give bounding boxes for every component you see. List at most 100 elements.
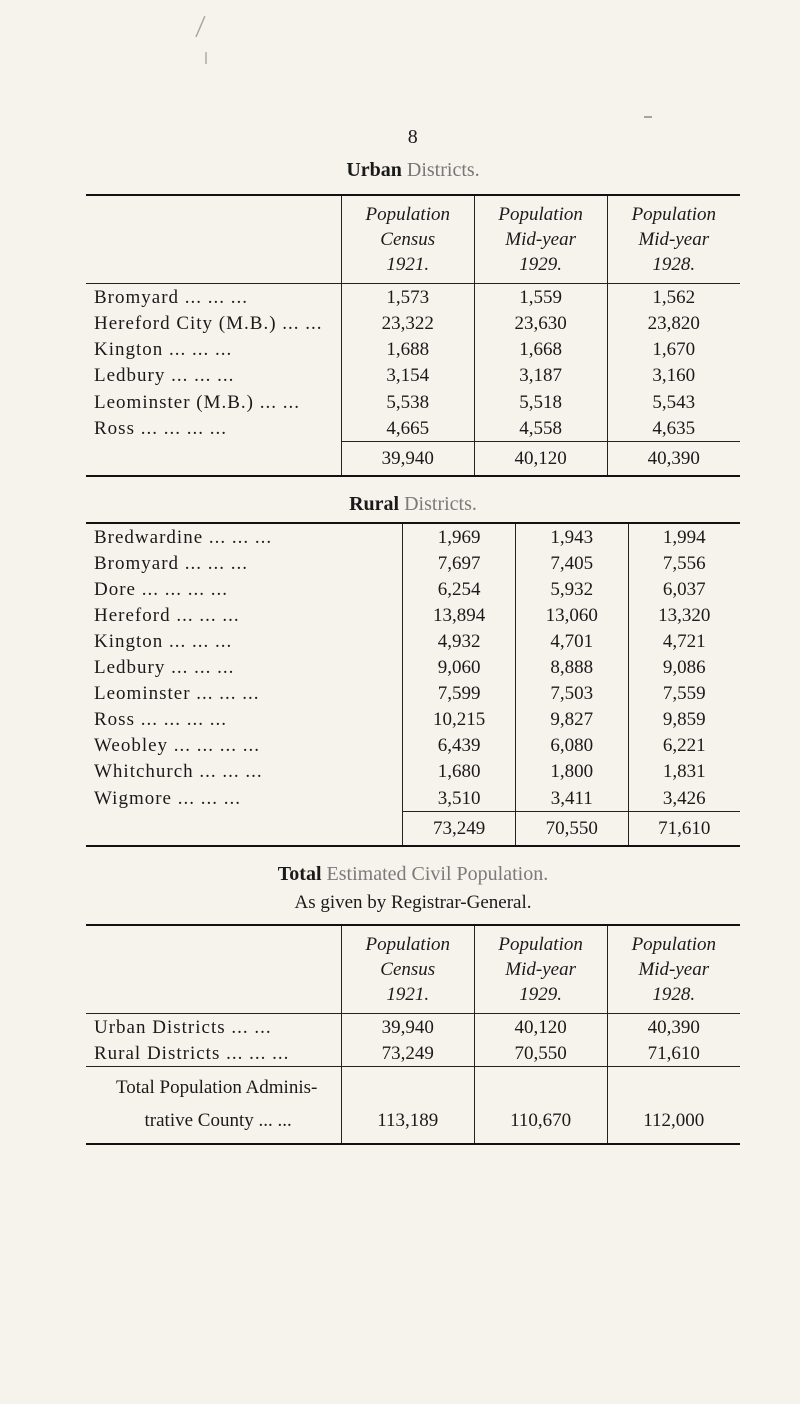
cell-census: 1,969: [403, 523, 516, 550]
summary-table: Population Census 1921. Population Mid-y…: [86, 924, 740, 1148]
header-line: Population: [366, 934, 450, 955]
cell-census: 6,439: [403, 732, 516, 758]
section-title-rural: Rural Districts.: [86, 493, 740, 516]
table-row: Wigmore ... ... ...3,5103,4113,426: [86, 785, 740, 812]
urban-header-my29: Population Mid-year 1929.: [474, 195, 607, 284]
section-title-total-tail: Estimated Civil Population.: [322, 863, 549, 885]
summary-header-census: Population Census 1921.: [341, 925, 474, 1014]
cell-my29: 7,503: [515, 680, 628, 706]
cell: [341, 1067, 474, 1105]
cell-my29: 23,630: [474, 310, 607, 336]
table-row: Ledbury ... ... ...9,0608,8889,086: [86, 654, 740, 680]
summary-header-my28: Population Mid-year 1928.: [607, 925, 740, 1014]
row-label: Bredwardine ... ... ...: [86, 523, 403, 550]
table-row: Hereford City (M.B.) ... ...23,32223,630…: [86, 310, 740, 336]
header-line: 1929.: [519, 984, 562, 1005]
summary-total-label1: Total Population Adminis-: [86, 1067, 341, 1105]
table-row: Hereford ... ... ...13,89413,06013,320: [86, 602, 740, 628]
row-label: Leominster (M.B.) ... ...: [86, 389, 341, 415]
cell-my29: 1,943: [515, 523, 628, 550]
cell-my28: 6,037: [628, 576, 740, 602]
row-label: Bromyard ... ... ...: [86, 284, 341, 311]
cell-my28: 3,160: [607, 362, 740, 388]
cell-my28: 1,670: [607, 336, 740, 362]
row-label: Weobley ... ... ... ...: [86, 732, 403, 758]
header-line: Census: [380, 959, 435, 980]
section-title-total-lead: Total: [278, 863, 322, 885]
cell: [607, 1067, 740, 1105]
urban-header-blank: [86, 195, 341, 284]
row-label: Hereford ... ... ...: [86, 602, 403, 628]
header-line: Population: [498, 934, 582, 955]
header-line: Census: [380, 229, 435, 250]
cell-my28: 1,562: [607, 284, 740, 311]
cell-census: 3,510: [403, 785, 516, 812]
cell-my29: 5,518: [474, 389, 607, 415]
cell-my29: 40,120: [474, 1013, 607, 1040]
cell: [474, 1067, 607, 1105]
header-line: Mid-year: [638, 229, 709, 250]
summary-total-my29: 110,670: [474, 1104, 607, 1144]
urban-total-census: 39,940: [341, 441, 474, 476]
table-row: Bredwardine ... ... ...1,9691,9431,994: [86, 523, 740, 550]
row-label: Ledbury ... ... ...: [86, 654, 403, 680]
cell-my28: 71,610: [607, 1040, 740, 1067]
cell-my29: 7,405: [515, 550, 628, 576]
summary-header-blank: [86, 925, 341, 1014]
summary-total-my28: 112,000: [607, 1104, 740, 1144]
table-row: Ross ... ... ... ...10,2159,8279,859: [86, 706, 740, 732]
cell-my29: 1,800: [515, 758, 628, 784]
cell-my28: 40,390: [607, 1013, 740, 1040]
urban-table: Population Census 1921. Population Mid-y…: [86, 194, 740, 479]
cell-my29: 1,559: [474, 284, 607, 311]
row-label: Kington ... ... ...: [86, 336, 341, 362]
cell-my28: 13,320: [628, 602, 740, 628]
rural-table: Bredwardine ... ... ...1,9691,9431,994Br…: [86, 522, 740, 849]
cell-census: 7,599: [403, 680, 516, 706]
table-row: Kington ... ... ...1,6881,6681,670: [86, 336, 740, 362]
cell-census: 1,688: [341, 336, 474, 362]
row-label: Rural Districts ... ... ...: [86, 1040, 341, 1067]
rural-total-my29: 70,550: [515, 811, 628, 846]
cell-my29: 3,411: [515, 785, 628, 812]
summary-total-census: 113,189: [341, 1104, 474, 1144]
cell-my28: 7,559: [628, 680, 740, 706]
rural-total-label: [86, 811, 403, 846]
section-title-urban: Urban Districts.: [86, 159, 740, 182]
header-line: 1928.: [652, 984, 695, 1005]
header-line: Population: [632, 934, 716, 955]
cell-my29: 9,827: [515, 706, 628, 732]
cell-census: 7,697: [403, 550, 516, 576]
cell-my28: 6,221: [628, 732, 740, 758]
cell-census: 4,665: [341, 415, 474, 442]
table-row: Whitchurch ... ... ...1,6801,8001,831: [86, 758, 740, 784]
as-given-line: As given by Registrar-General.: [86, 892, 740, 914]
table-row: Leominster (M.B.) ... ...5,5385,5185,543: [86, 389, 740, 415]
summary-header-my29: Population Mid-year 1929.: [474, 925, 607, 1014]
table-row: Ross ... ... ... ...4,6654,5584,635: [86, 415, 740, 442]
cell-my29: 4,558: [474, 415, 607, 442]
row-label: Dore ... ... ... ...: [86, 576, 403, 602]
cell-my28: 9,859: [628, 706, 740, 732]
row-label: Ledbury ... ... ...: [86, 362, 341, 388]
row-label: Wigmore ... ... ...: [86, 785, 403, 812]
rural-total-my28: 71,610: [628, 811, 740, 846]
table-row: Urban Districts ... ...39,94040,12040,39…: [86, 1013, 740, 1040]
urban-total-my29: 40,120: [474, 441, 607, 476]
table-row: Dore ... ... ... ...6,2545,9326,037: [86, 576, 740, 602]
header-line: 1928.: [652, 254, 695, 275]
cell-my28: 23,820: [607, 310, 740, 336]
table-row: Bromyard ... ... ...7,6977,4057,556: [86, 550, 740, 576]
cell-my29: 13,060: [515, 602, 628, 628]
cell-my28: 1,831: [628, 758, 740, 784]
section-title-rural-lead: Rural: [349, 493, 399, 515]
page-number: 8: [86, 126, 740, 149]
table-row: Rural Districts ... ... ...73,24970,5507…: [86, 1040, 740, 1067]
cell-my28: 9,086: [628, 654, 740, 680]
scan-artifact-dot: [644, 116, 652, 118]
rural-total-census: 73,249: [403, 811, 516, 846]
section-title-urban-tail: Districts.: [402, 159, 480, 181]
row-label: Leominster ... ... ...: [86, 680, 403, 706]
cell-my29: 70,550: [474, 1040, 607, 1067]
cell-my28: 3,426: [628, 785, 740, 812]
